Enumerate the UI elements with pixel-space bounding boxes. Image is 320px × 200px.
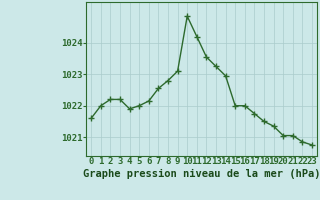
X-axis label: Graphe pression niveau de la mer (hPa): Graphe pression niveau de la mer (hPa) — [83, 169, 320, 179]
